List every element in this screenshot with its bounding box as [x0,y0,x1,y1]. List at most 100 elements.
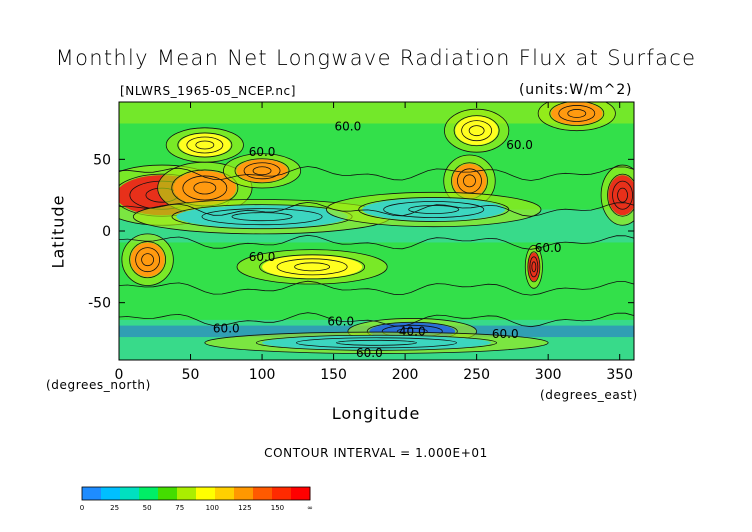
contour-line [119,312,634,328]
y-axis-unit: (degrees_north) [46,378,151,392]
colorbar-swatch [120,487,140,500]
contour-line [182,175,228,201]
contour-line [558,105,596,122]
contour-label: 60.0 [213,321,240,335]
contour-label: 60.0 [249,250,276,264]
colorbar-swatch [234,487,254,500]
contour-line [204,331,549,354]
contour-line [549,102,605,126]
colorbar-label: 75 [175,504,184,512]
contour-label: 60.0 [249,145,276,159]
colorbar-swatch [177,487,197,500]
contour-line [276,258,348,276]
contour-line [527,251,541,283]
x-tick-label: 150 [320,367,347,383]
contour-line [186,136,224,154]
chart-title: Monthly Mean Net Longwave Radiation Flux… [55,46,697,70]
y-tick-label: 0 [102,224,111,240]
contour-line [326,191,542,228]
contour-label: 60.0 [535,241,562,255]
colorbar-swatch [291,487,311,500]
chart-plot: 60.0 60.0 60.0 60.0 60.0 60.0 60.0 40.0 60.0 60.0… [88,101,635,383]
contour-line [119,234,634,250]
colorbar-label: 0 [80,504,84,512]
contour-line [193,181,217,195]
contour-line [223,153,302,189]
contour-line [141,253,155,267]
colorbar-swatch [253,487,273,500]
x-tick-label: 250 [463,367,490,383]
x-tick-label: 200 [392,367,419,383]
contour-line [255,334,498,351]
contour-line [617,187,628,203]
y-tick-label: -50 [88,296,111,312]
contour-line [119,280,634,296]
heatmap-field [119,102,634,360]
contour-line [195,140,215,150]
contour-line [177,132,233,158]
colorbar-label: 150 [271,504,284,512]
colorbar-label: 25 [110,504,119,512]
colorbar-swatch [215,487,235,500]
contour-line [243,162,281,180]
field-band [119,102,634,124]
x-tick-label: 100 [249,367,276,383]
colorbar-label: 50 [143,504,152,512]
contour-line [252,166,272,176]
contour-line [119,166,634,181]
colorbar-swatch [82,487,102,500]
contour-line [600,164,634,226]
contour-line [201,208,323,226]
field-feature [608,175,634,216]
colorbar-label: ∞ [307,504,313,512]
contour-line [119,201,634,217]
contour-line [165,127,244,163]
y-axis-label: Latitude [48,194,68,269]
colorbar-label: 100 [206,504,219,512]
contour-line [234,158,290,184]
contour-line [531,261,537,273]
colorbar-swatch [139,487,159,500]
file-label: [NLWRS_1965-05_NCEP.nc] [120,84,297,98]
colorbar-frame [81,486,311,501]
contour-line [444,108,510,153]
contour-label: 40.0 [399,324,426,338]
contour-line [607,173,634,217]
x-axis-label: Longitude [331,404,421,423]
contour-line [336,339,417,346]
x-tick-label: 350 [606,367,633,383]
contour-line [468,125,485,137]
y-tick-label: 50 [93,152,111,168]
colorbar-swatch [272,487,292,500]
contour-label: 60.0 [335,119,362,133]
contour-line [383,201,485,218]
contour-line [463,174,476,188]
x-axis-unit: (degrees_east) [540,388,638,402]
colorbar-label: 125 [238,504,251,512]
contour-line [121,233,174,286]
colorbar-swatch [158,487,178,500]
contour-line [294,262,331,272]
x-tick-label: 0 [115,367,124,383]
contour-line [129,241,167,279]
contour-label: 60.0 [327,314,354,328]
contour-line [453,115,500,147]
contour-label: 60.0 [492,327,519,341]
contour-line [236,249,388,285]
colorbar-swatch [101,487,121,500]
contour-line [524,244,543,289]
contour-line [612,180,633,210]
contour-line [135,247,161,273]
units-label: (units:W/m^2) [519,82,633,98]
contour-line [231,212,293,222]
colorbar-swatch [196,487,216,500]
x-tick-label: 300 [535,367,562,383]
contour-label: 60.0 [506,138,533,152]
contour-line [259,254,366,280]
contour-line [529,256,539,278]
contour-line [567,109,587,118]
contour-line [537,102,616,132]
contour-interval: CONTOUR INTERVAL = 1.000E+01 [264,446,488,460]
x-tick-label: 50 [182,367,200,383]
contour-line [461,120,493,142]
